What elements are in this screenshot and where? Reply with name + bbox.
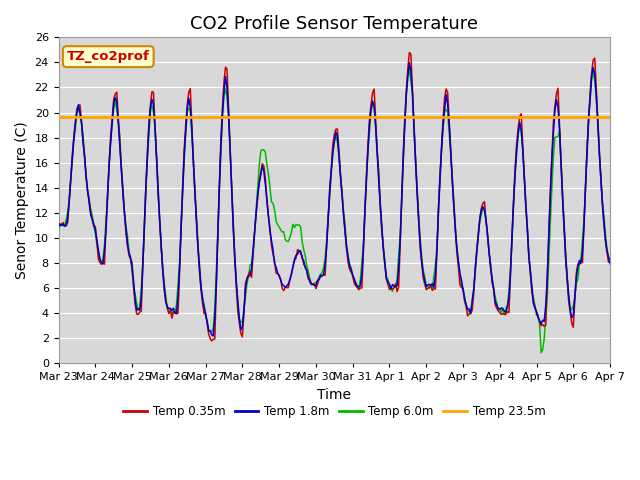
Legend: Temp 0.35m, Temp 1.8m, Temp 6.0m, Temp 23.5m: Temp 0.35m, Temp 1.8m, Temp 6.0m, Temp 2…	[118, 400, 550, 423]
Title: CO2 Profile Sensor Temperature: CO2 Profile Sensor Temperature	[190, 15, 478, 33]
X-axis label: Time: Time	[317, 388, 351, 402]
Text: TZ_co2prof: TZ_co2prof	[67, 50, 150, 63]
Y-axis label: Senor Temperature (C): Senor Temperature (C)	[15, 121, 29, 279]
